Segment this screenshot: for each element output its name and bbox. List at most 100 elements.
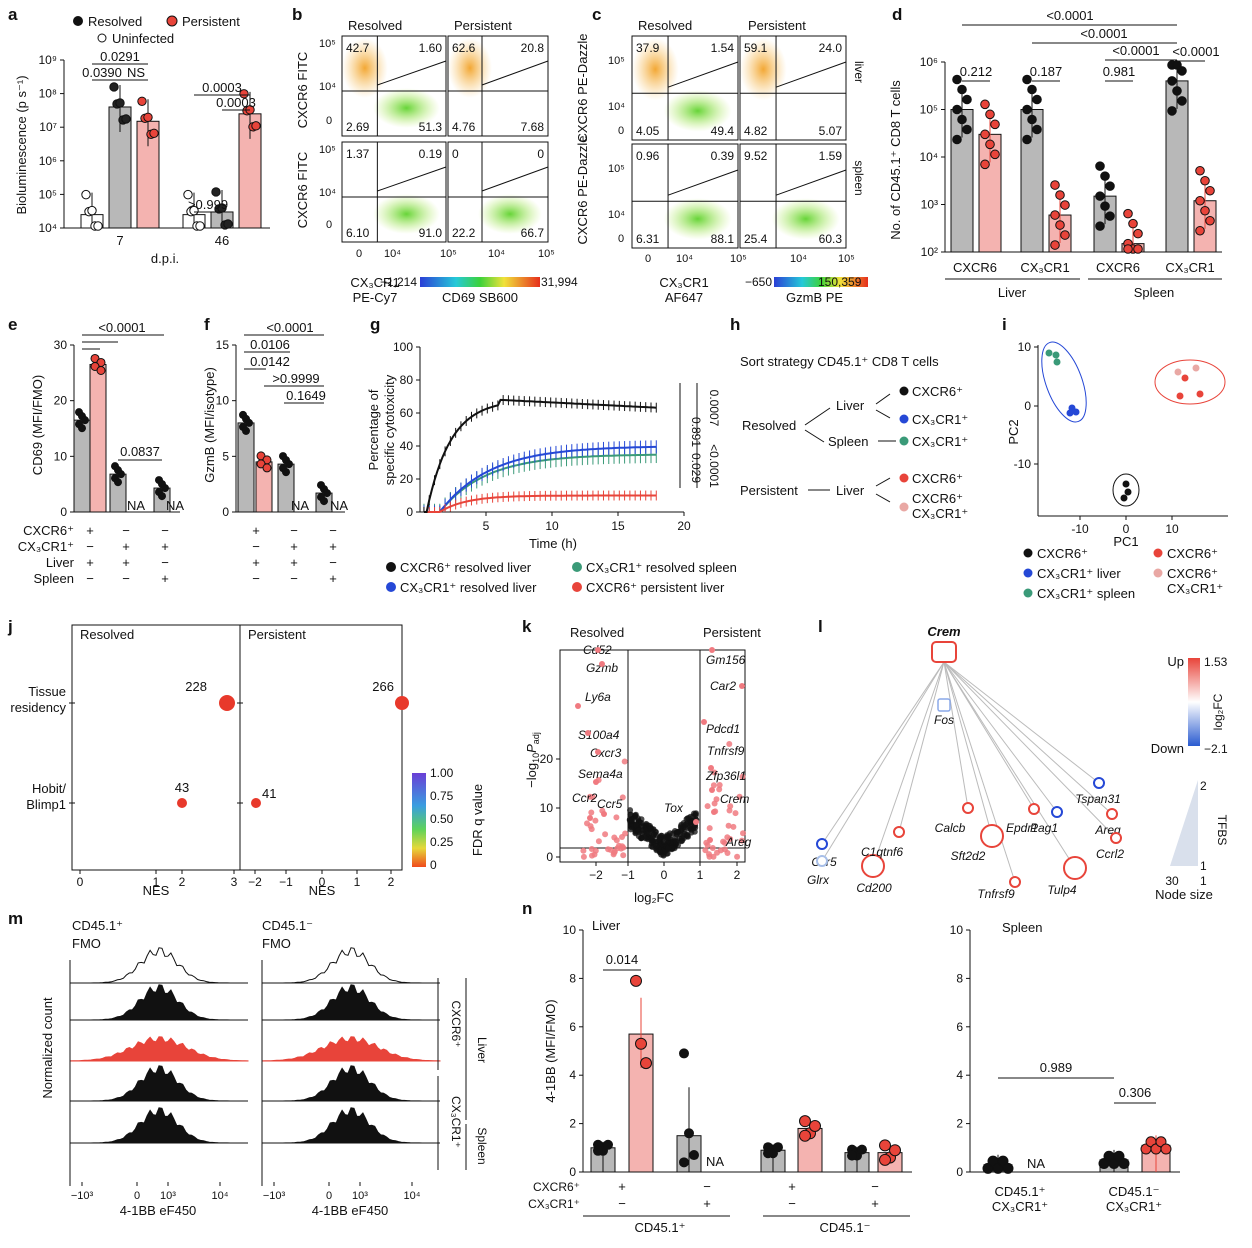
d-y-tick-label: 10³: [921, 198, 938, 212]
n-row-cxcr6: CXCR6⁺: [533, 1180, 580, 1194]
ef-row-spleen: Spleen: [34, 571, 74, 586]
k-col-persistent: Persistent: [703, 625, 761, 640]
a-point: [149, 128, 159, 138]
d-point: [1100, 201, 1110, 211]
k-point-sig: [619, 843, 626, 850]
n-na-1: NA: [706, 1154, 724, 1169]
n-point: [630, 974, 642, 987]
g-y-tick-label: 40: [400, 439, 414, 453]
panel-g: 0 20 40 60 80 100 5 10 15 20 Percentage of specif…: [366, 340, 737, 595]
c-scale-label: GzmB PE: [786, 290, 843, 305]
l-gene-node: [962, 802, 974, 814]
k-point-ns: [686, 825, 693, 832]
k-point-sig: [622, 830, 629, 837]
n-point: [799, 1115, 811, 1128]
k-point-ns: [633, 821, 640, 828]
d-y-tick-label: 10²: [921, 245, 938, 259]
n-bars: [590, 974, 1172, 1174]
ef-sign: +: [86, 523, 94, 538]
k-gene-point: [739, 683, 745, 689]
n-y-tick-label: 10: [563, 923, 577, 937]
c-y-tick-label: 0: [618, 233, 624, 245]
j-ticks: 0 1 2 3 −2 −1 0 1 2: [69, 702, 395, 889]
d-point: [1105, 211, 1115, 221]
h-dot-3: [899, 436, 909, 446]
j-x-tick-label: 2: [179, 875, 186, 889]
k-point-ns: [635, 827, 642, 833]
a-point: [189, 205, 199, 216]
k-gene-label: Ccr5: [597, 797, 623, 811]
g-legend-dot-4: [572, 582, 582, 592]
b-quad-lr: 66.7: [521, 226, 545, 240]
n-point: [679, 1048, 689, 1059]
d-pval-3: 0.981: [1103, 64, 1136, 79]
d-point: [990, 119, 1000, 130]
j-x-label-2: NES: [309, 883, 336, 898]
e-y-tick-label: 30: [54, 338, 68, 352]
a-x-tick-7: 7: [116, 233, 123, 248]
k-gene-point: [575, 703, 581, 709]
g-legend-dot-3: [386, 582, 396, 592]
j-colorbar: [412, 773, 426, 867]
l-edge: [821, 661, 945, 845]
c-cloud-green: [663, 90, 732, 132]
f-y-label: GzmB (MFI/isotype): [202, 367, 217, 483]
d-point: [962, 94, 972, 105]
l-node-size: Node size: [1155, 887, 1213, 902]
c-quad-ul: 59.1: [744, 41, 768, 55]
k-point-sig: [595, 838, 602, 845]
l-tfbs-wedge: [1170, 780, 1198, 866]
c-x-label: CX₃CR1 AF647: [659, 275, 708, 305]
f-pval-3: 0.0142: [250, 354, 290, 369]
k-point-sig: [706, 825, 713, 832]
b-gate-diag: [377, 60, 447, 86]
legend-dot-persistent: [166, 15, 178, 27]
b-quad-ul: 1.37: [346, 147, 370, 161]
k-gene-label: Sema4a: [578, 767, 623, 781]
g-series-line-1: [424, 445, 657, 513]
m-histogram: [261, 1036, 441, 1062]
i-legend-6: CX₃CR1⁺: [1167, 581, 1223, 596]
i-point: [1196, 390, 1204, 398]
d-point: [1055, 190, 1065, 200]
k-point-ns: [627, 807, 634, 814]
n-point: [679, 1157, 689, 1168]
c-side-liver: liver: [852, 61, 866, 83]
ef-sign: +: [290, 555, 298, 570]
d-point: [980, 99, 990, 110]
k-point-sig: [736, 793, 743, 800]
ef-row-cx3cr1: CX₃CR1⁺: [18, 539, 74, 554]
ef-sign: −: [161, 555, 169, 570]
d-point: [1172, 86, 1182, 96]
k-point-ns: [648, 837, 655, 844]
c-gate-diag: [775, 61, 847, 88]
i-points: [1045, 349, 1204, 502]
a-x-tick-46: 46: [215, 233, 229, 248]
legend-dot-uninfected: [97, 33, 107, 43]
c-y-tick-label: 10⁴: [608, 209, 625, 221]
k-gene-point: [693, 819, 699, 825]
b-cloud-orange: [342, 38, 388, 98]
f-pval-1: <0.0001: [266, 320, 313, 335]
f-point: [282, 468, 290, 477]
l-gene-label: Calcb: [935, 821, 966, 835]
k-x-tick-label: 1: [697, 868, 704, 882]
j-cbar-label: FDR q value: [470, 784, 485, 856]
i-point: [1192, 364, 1200, 372]
a-point: [81, 189, 91, 200]
n-na-2: NA: [1027, 1156, 1045, 1171]
panel-j: Resolved Persistent Tissue residency Hob…: [10, 624, 485, 898]
j-box-left: [71, 624, 241, 871]
e-bars: [73, 353, 171, 513]
k-gene-point: [599, 661, 605, 667]
d-y-tick-label: 10⁶: [920, 55, 938, 69]
k-point-ns: [681, 830, 688, 837]
i-legend-4: CXCR6⁺: [1167, 546, 1218, 561]
k-x-tick-label: 0: [661, 868, 668, 882]
b-quad-ll: 22.2: [452, 226, 476, 240]
a-point: [143, 112, 153, 122]
ef-sign: +: [329, 571, 337, 586]
l-gene-node: [1063, 856, 1087, 880]
panel-letter-f: f: [204, 315, 210, 334]
ef-sign: +: [290, 539, 298, 554]
